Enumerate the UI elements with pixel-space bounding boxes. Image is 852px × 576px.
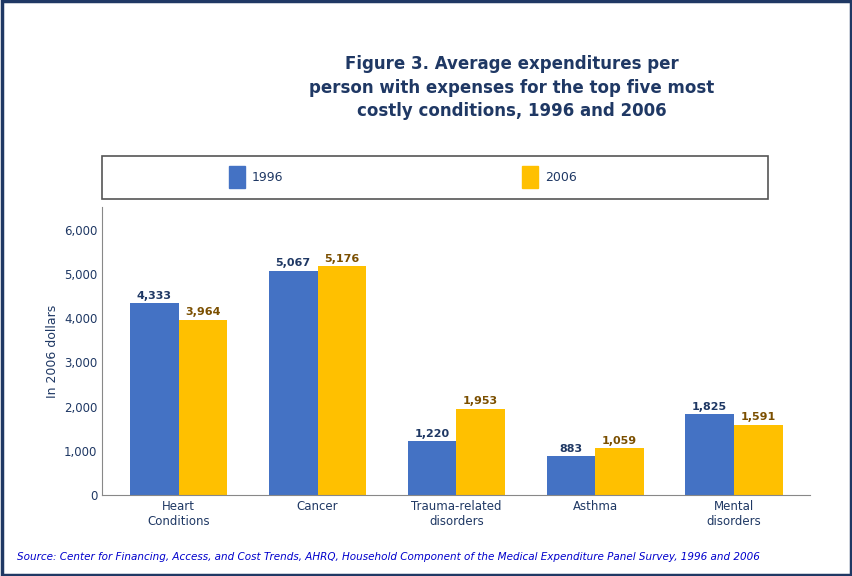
Text: Source: Center for Financing, Access, and Cost Trends, AHRQ, Household Component: Source: Center for Financing, Access, an… [17, 552, 759, 562]
Text: 1,825: 1,825 [691, 402, 727, 412]
Bar [179, 320, 227, 495]
Text: 5,067: 5,067 [275, 259, 310, 268]
Text: 5,176: 5,176 [324, 253, 359, 264]
Bar [407, 441, 456, 495]
Text: 1,059: 1,059 [602, 436, 636, 446]
Bar [268, 271, 317, 495]
Bar [317, 266, 366, 495]
Bar [685, 415, 733, 495]
Text: Advancing
Excellence in
Health Care: Advancing Excellence in Health Care [66, 107, 112, 126]
Y-axis label: In 2006 dollars: In 2006 dollars [45, 305, 59, 398]
Bar [456, 409, 504, 495]
Text: 883: 883 [559, 444, 582, 454]
Bar [733, 425, 781, 495]
Text: AHRQ: AHRQ [58, 74, 121, 93]
Text: 1,591: 1,591 [740, 412, 775, 422]
Bar [228, 166, 245, 188]
Text: 3,964: 3,964 [185, 307, 221, 317]
FancyBboxPatch shape [102, 156, 767, 199]
Bar [521, 166, 538, 188]
Text: 2006: 2006 [544, 170, 576, 184]
Bar [130, 304, 179, 495]
Bar [546, 456, 595, 495]
Text: 1996: 1996 [252, 170, 283, 184]
Text: 4,333: 4,333 [137, 291, 172, 301]
Text: 1,220: 1,220 [414, 429, 449, 439]
Text: 1,953: 1,953 [463, 396, 498, 407]
Bar [595, 449, 643, 495]
Text: Figure 3. Average expenditures per
person with expenses for the top five most
co: Figure 3. Average expenditures per perso… [308, 55, 714, 120]
